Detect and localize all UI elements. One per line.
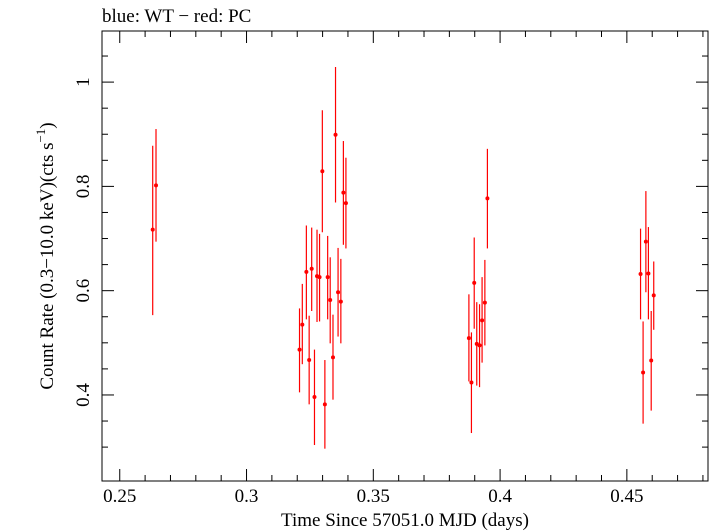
y-tick-label: 0.6 — [73, 279, 94, 303]
y-tick-label: 0.8 — [73, 175, 94, 199]
x-tick-label: 0.35 — [357, 486, 390, 507]
x-axis-title: Time Since 57051.0 MJD (days) — [281, 510, 529, 531]
data-point — [643, 239, 648, 244]
error-bars — [152, 66, 655, 449]
y-axis-title-end: ) — [37, 122, 58, 128]
data-point — [297, 347, 302, 352]
data-points — [150, 132, 656, 407]
data-point — [336, 290, 341, 295]
data-point — [333, 132, 338, 137]
data-point — [646, 271, 651, 276]
data-point — [641, 370, 646, 375]
data-point — [477, 343, 482, 348]
data-point — [312, 395, 317, 400]
data-point — [469, 380, 474, 385]
data-point — [320, 169, 325, 174]
x-tick-label: 0.25 — [103, 486, 136, 507]
x-tick-label: 0.3 — [235, 486, 259, 507]
data-point — [480, 318, 485, 323]
data-point — [322, 402, 327, 407]
x-axis-tick-labels: 0.25 0.3 0.35 0.4 0.45 — [103, 486, 643, 507]
chart-title: blue: WT − red: PC — [102, 6, 251, 27]
x-tick-label: 0.45 — [610, 486, 643, 507]
plot-frame — [101, 30, 709, 482]
data-point — [304, 269, 309, 274]
y-axis-title: Count Rate (0.3−10.0 keV)(cts s−1) — [33, 122, 58, 389]
y-axis-ticks — [102, 55, 708, 448]
y-axis-tick-labels: 0.4 0.6 0.8 1 — [73, 77, 94, 406]
data-point — [482, 300, 487, 305]
x-axis-ticks — [119, 31, 704, 481]
data-point — [325, 275, 330, 280]
data-point — [309, 266, 314, 271]
data-point — [300, 322, 305, 327]
y-tick-label: 0.4 — [73, 383, 94, 407]
data-point — [330, 355, 335, 360]
data-point — [343, 201, 348, 206]
data-point — [638, 271, 643, 276]
data-point — [649, 358, 654, 363]
data-point — [466, 336, 471, 341]
y-axis-title-main: Count Rate (0.3−10.0 keV)(cts s — [37, 143, 58, 390]
data-point — [341, 190, 346, 195]
data-point — [317, 275, 322, 280]
data-point — [150, 227, 155, 232]
x-tick-label: 0.4 — [488, 486, 512, 507]
data-point — [472, 280, 477, 285]
y-tick-label: 1 — [73, 77, 94, 87]
data-point — [338, 299, 343, 304]
data-point — [651, 293, 656, 298]
data-point — [307, 358, 312, 363]
data-point — [328, 298, 333, 303]
data-point — [154, 183, 159, 188]
y-axis-title-superscript: −1 — [33, 129, 48, 143]
data-point — [485, 196, 490, 201]
